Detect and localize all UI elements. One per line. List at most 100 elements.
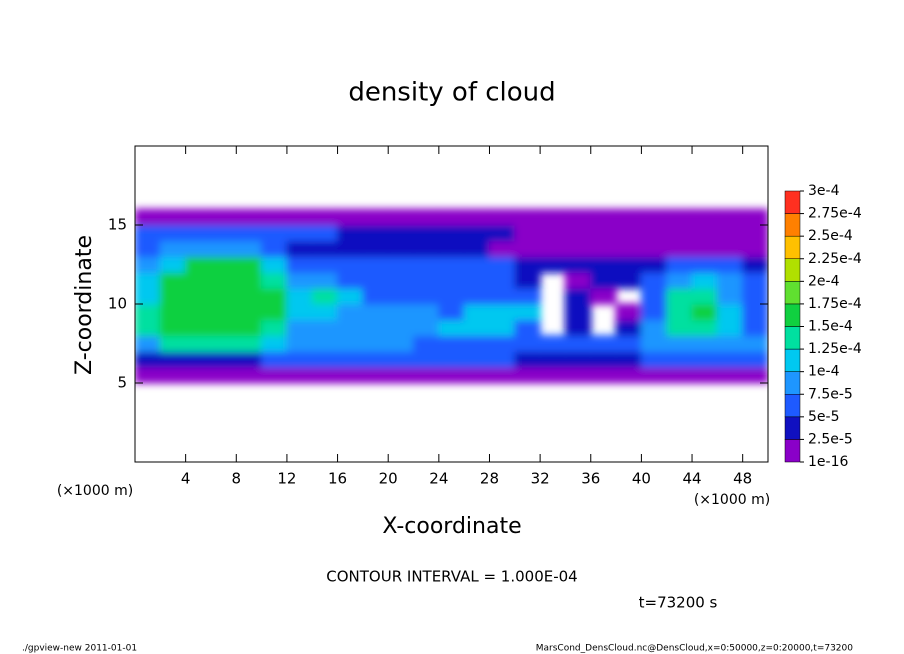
cell [311, 366, 339, 384]
cell [413, 303, 440, 321]
axes: 4 8 12 16 20 24 28 32 36 40 44 48510151e-162.5e-55e… [108, 146, 862, 488]
cell [438, 335, 465, 352]
cell [286, 224, 313, 242]
cell [666, 271, 693, 289]
cell [615, 319, 642, 337]
cell [590, 240, 617, 258]
cell [539, 256, 566, 273]
cell [438, 366, 465, 384]
cell [185, 335, 212, 352]
cell [286, 256, 313, 273]
colorbar-tick-label: 1.25e-4 [808, 341, 862, 357]
y-tick-label: 15 [108, 216, 127, 234]
cell [666, 208, 693, 226]
cell [311, 319, 339, 337]
cell [488, 319, 516, 337]
chart-title: density of cloud [348, 78, 555, 108]
cell [387, 303, 415, 321]
cell [564, 256, 592, 273]
cell [210, 240, 237, 258]
cell [640, 271, 668, 289]
cell [666, 303, 693, 321]
cell [742, 303, 768, 321]
cell [539, 366, 566, 384]
cell [590, 335, 617, 352]
colorbar-band [784, 394, 801, 418]
cell [210, 256, 237, 273]
cell [337, 271, 364, 289]
cell [615, 208, 642, 226]
cell [691, 256, 718, 273]
cell [337, 208, 364, 226]
cell [261, 240, 288, 258]
cell [185, 350, 212, 368]
cell [742, 287, 768, 305]
cell [413, 287, 440, 305]
time-label: t=73200 s [639, 594, 718, 612]
cell [691, 208, 718, 226]
cell [210, 271, 237, 289]
cell [615, 366, 642, 384]
cell [387, 366, 415, 384]
cell [742, 208, 768, 226]
cell [716, 287, 744, 305]
footer-left: ./gpview-new 2011-01-01 [22, 644, 137, 654]
cell [514, 366, 541, 384]
cell [185, 271, 212, 289]
cell [362, 303, 389, 321]
cell [539, 224, 566, 242]
cell [387, 271, 415, 289]
cell [438, 287, 465, 305]
x-tick-label: 40 [632, 470, 651, 488]
cell [716, 303, 744, 321]
colorbar-tick-label: 2.75e-4 [808, 206, 862, 222]
cell [362, 287, 389, 305]
cell [691, 319, 718, 337]
cell [640, 350, 668, 368]
colorbar-band [784, 371, 801, 395]
cell [159, 287, 187, 305]
cell [438, 208, 465, 226]
cell [514, 319, 541, 337]
cell [286, 287, 313, 305]
cell [337, 335, 364, 352]
cell [235, 303, 263, 321]
cell [286, 350, 313, 368]
cell [159, 208, 187, 226]
cell [666, 287, 693, 305]
cell [742, 366, 768, 384]
cell [362, 335, 389, 352]
cell [362, 366, 389, 384]
cell [488, 335, 516, 352]
cell [691, 350, 718, 368]
cell [514, 256, 541, 273]
cell [488, 240, 516, 258]
cell [514, 208, 541, 226]
cell [463, 335, 490, 352]
colorbar-tick-label: 2.5e-5 [808, 431, 853, 447]
cell [640, 303, 668, 321]
cell [539, 208, 566, 226]
cell [286, 271, 313, 289]
colorbar-band [784, 303, 801, 327]
cell [590, 224, 617, 242]
x-unit-label: (×1000 m) [57, 483, 133, 499]
cell [185, 319, 212, 337]
x-tick-label: 32 [531, 470, 550, 488]
cell [210, 366, 237, 384]
cell [159, 240, 187, 258]
colorbar-tick-label: 1.5e-4 [808, 319, 853, 335]
cell [159, 224, 187, 242]
cell [564, 224, 592, 242]
cell [337, 366, 364, 384]
cell [640, 287, 668, 305]
cell [691, 240, 718, 258]
cell [691, 366, 718, 384]
cell [159, 350, 187, 368]
cell [742, 256, 768, 273]
cell [514, 224, 541, 242]
cell [742, 350, 768, 368]
cell [564, 366, 592, 384]
cell [514, 240, 541, 258]
colorbar-tick-label: 1e-4 [808, 364, 840, 380]
